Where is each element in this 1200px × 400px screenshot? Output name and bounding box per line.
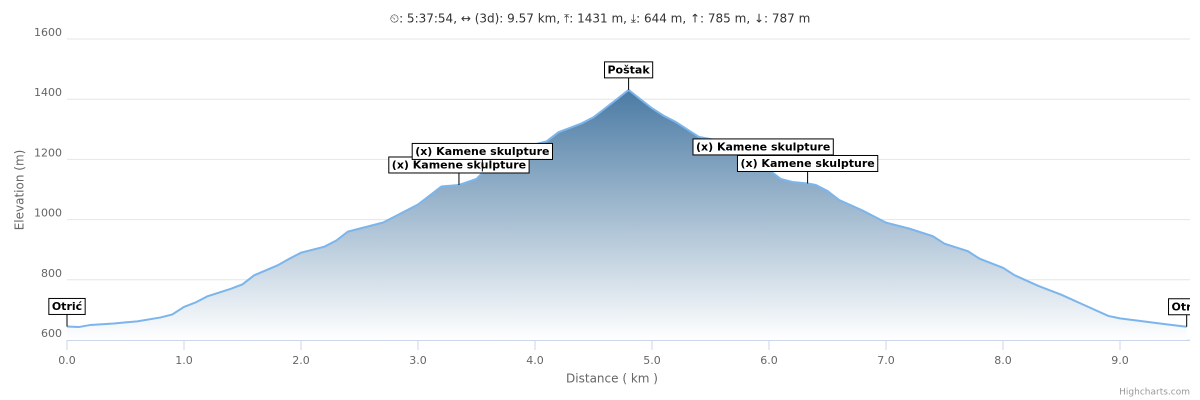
x-tick-label: 9.0 [1111, 354, 1129, 367]
annotation-label: Otrić [1172, 300, 1200, 313]
x-tick-label: 4.0 [526, 354, 544, 367]
annotation-label: (x) Kamene skulpture [696, 140, 830, 153]
y-tick-label: 1000 [34, 207, 62, 220]
x-tick-label: 7.0 [877, 354, 895, 367]
annotation-label: (x) Kamene skulpture [740, 157, 874, 170]
chart-title: ⏲: 5:37:54, ↔ (3d): 9.57 km, ⤒: 1431 m, … [390, 12, 811, 26]
y-tick-label: 1200 [34, 146, 62, 159]
y-tick-label: 800 [41, 267, 62, 280]
credits: Highcharts.com [1119, 388, 1190, 398]
x-axis-title: Distance ( km ) [566, 372, 658, 386]
annotation-label: (x) Kamene skulpture [392, 158, 526, 171]
annotation-box [48, 297, 86, 315]
y-tick-label: 1400 [34, 86, 62, 99]
annotation-label: Poštak [608, 63, 651, 76]
x-tick-label: 3.0 [409, 354, 427, 367]
x-tick-label: 5.0 [643, 354, 661, 367]
annotation-label: Otrić [52, 300, 83, 313]
x-tick-label: 6.0 [760, 354, 778, 367]
y-axis-title: Elevation (m) [13, 150, 27, 231]
annotations: Otrić(x) Kamene skulpture(x) Kamene skul… [48, 61, 1200, 327]
annotation-box [604, 61, 654, 79]
annotation-box [692, 138, 834, 156]
x-tick-label: 0.0 [58, 354, 76, 367]
annotation-box [736, 154, 879, 172]
annotation-box [1168, 298, 1190, 316]
y-tick-label: 600 [41, 327, 62, 340]
x-tick-label: 2.0 [292, 354, 310, 367]
x-tick-label: 8.0 [994, 354, 1012, 367]
annotation-box [411, 142, 553, 160]
area-fill [67, 89, 1187, 340]
annotation-label: (x) Kamene skulpture [415, 145, 549, 158]
x-tick-label: 1.0 [175, 354, 193, 367]
area-line [66, 88, 1187, 329]
y-tick-label: 1600 [34, 26, 62, 39]
